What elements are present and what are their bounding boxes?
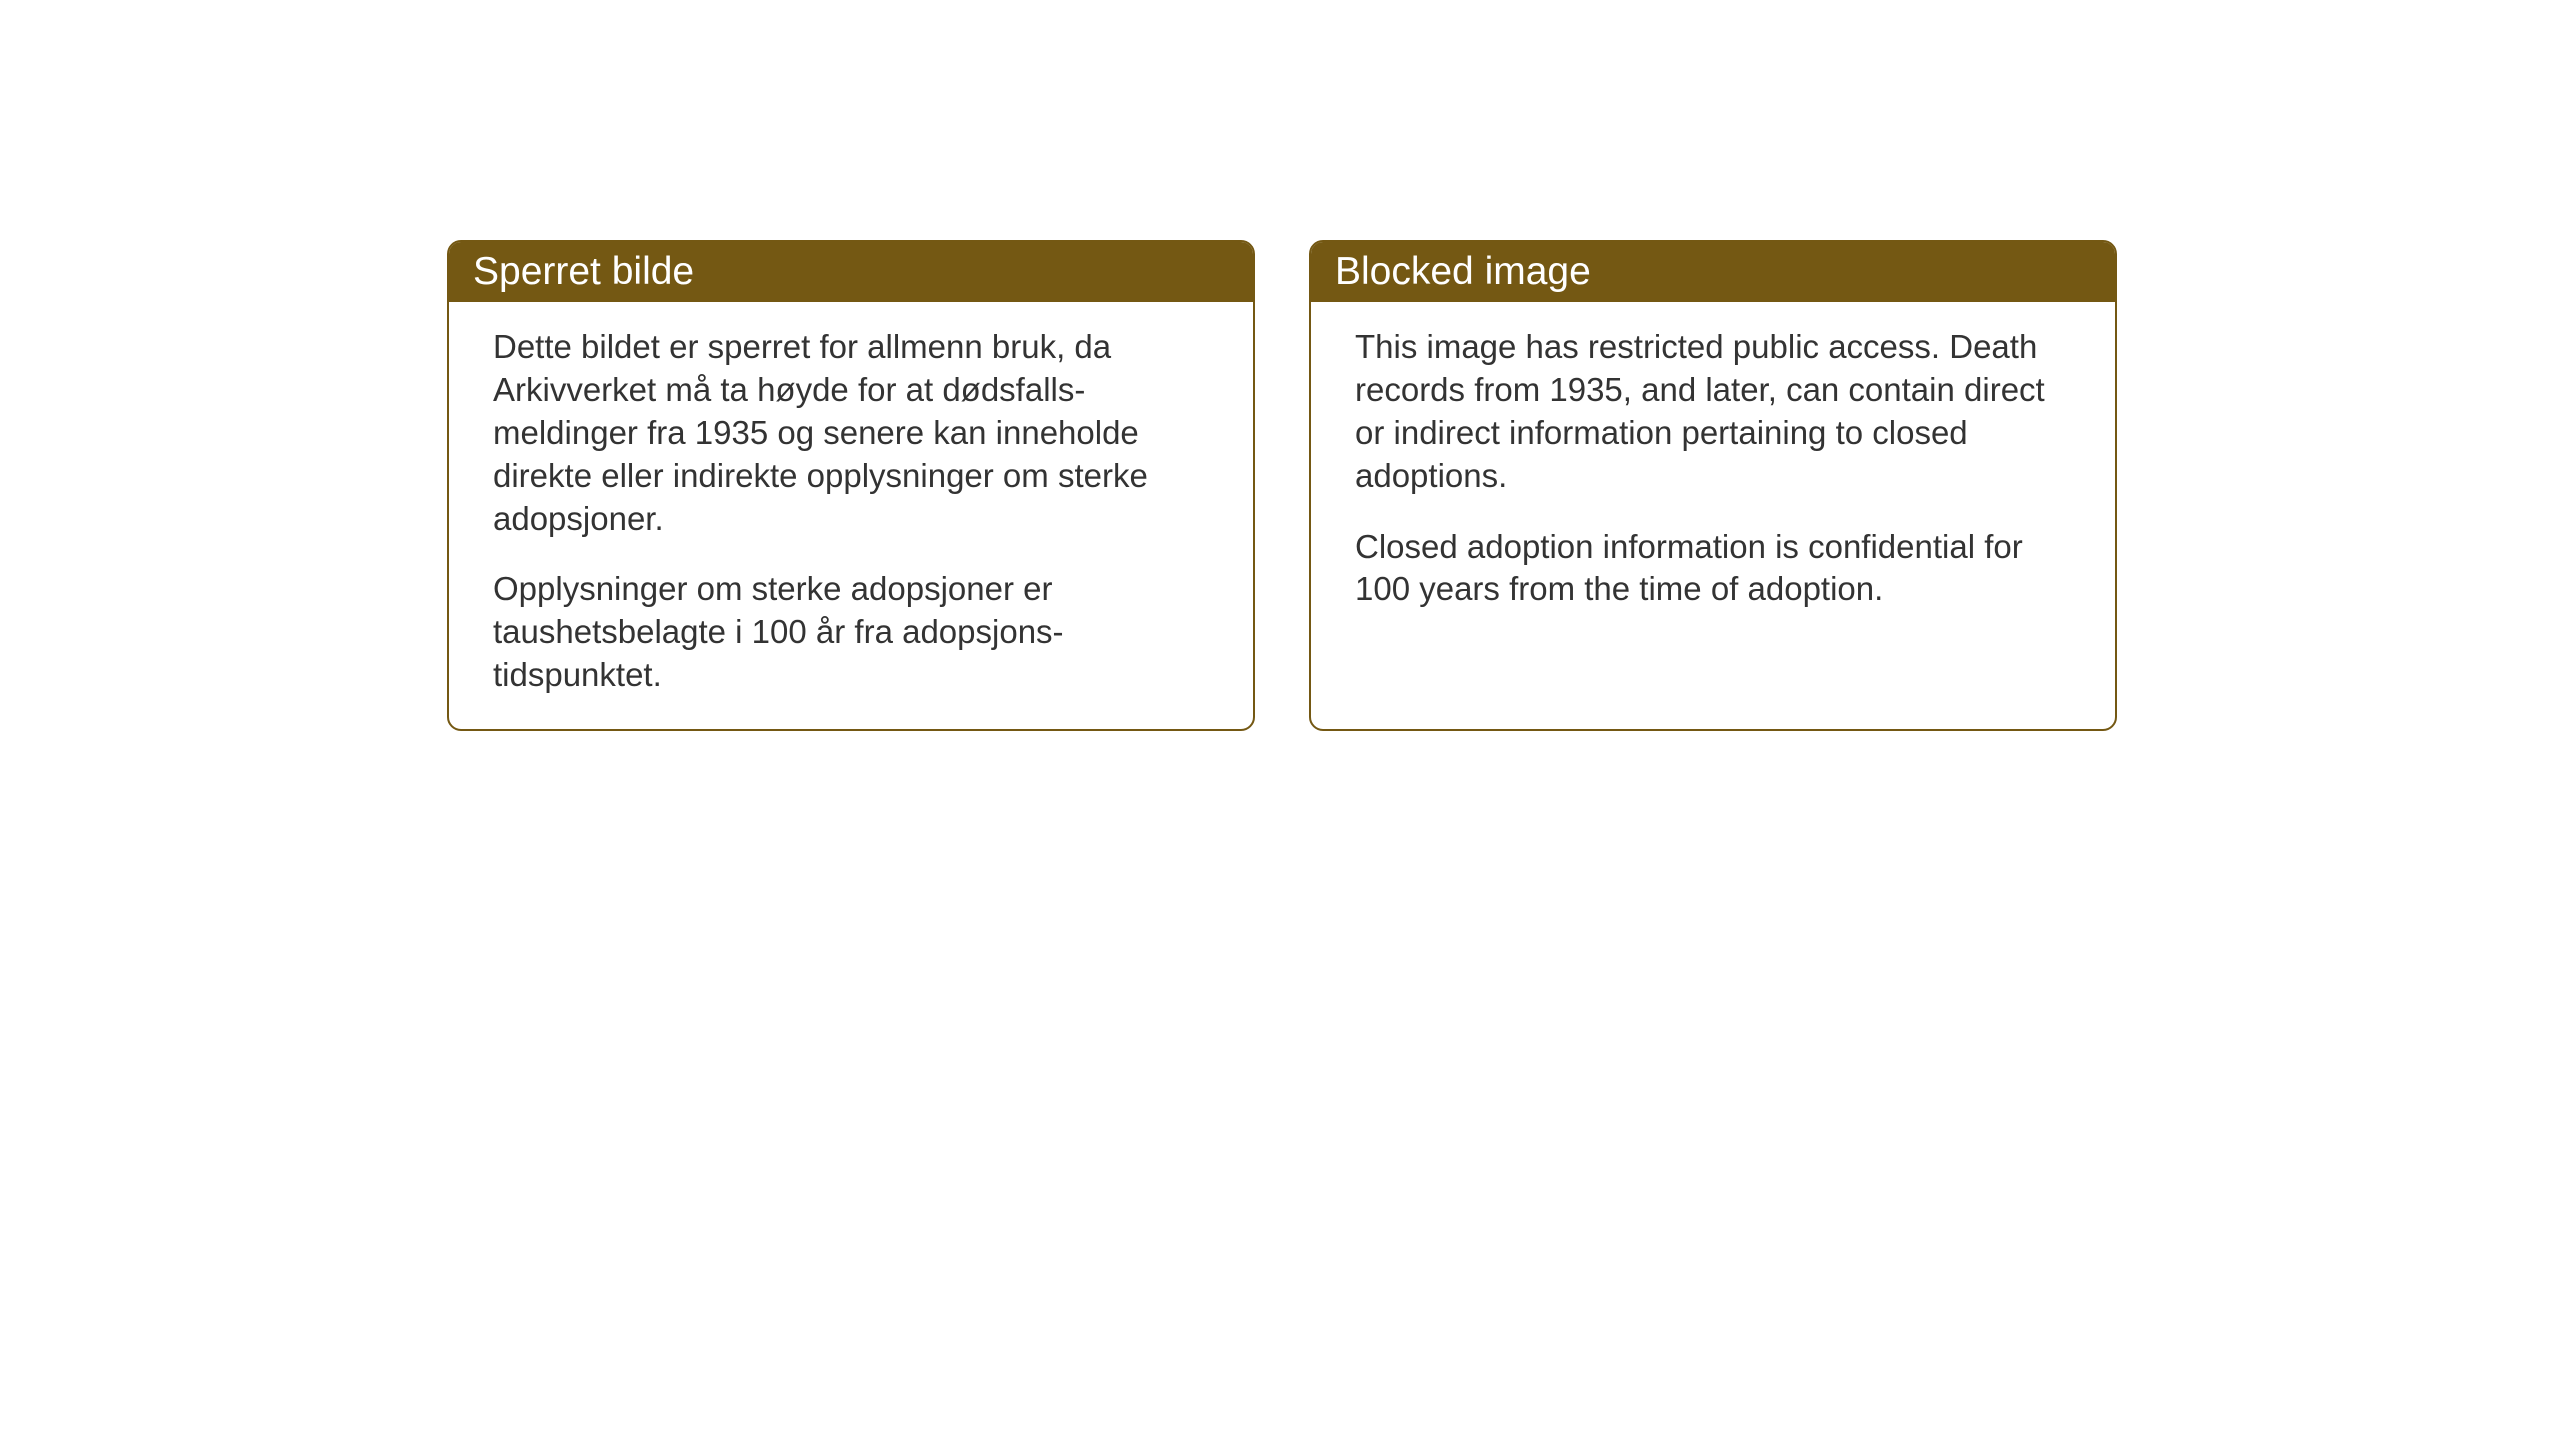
english-card-title: Blocked image [1311,242,2115,302]
english-notice-card: Blocked image This image has restricted … [1309,240,2117,731]
norwegian-card-title: Sperret bilde [449,242,1253,302]
english-card-body: This image has restricted public access.… [1311,302,2115,643]
norwegian-notice-card: Sperret bilde Dette bildet er sperret fo… [447,240,1255,731]
english-paragraph-1: This image has restricted public access.… [1355,326,2071,498]
norwegian-card-body: Dette bildet er sperret for allmenn bruk… [449,302,1253,729]
norwegian-paragraph-2: Opplysninger om sterke adopsjoner er tau… [493,568,1209,697]
notice-container: Sperret bilde Dette bildet er sperret fo… [447,240,2117,731]
norwegian-paragraph-1: Dette bildet er sperret for allmenn bruk… [493,326,1209,540]
english-paragraph-2: Closed adoption information is confident… [1355,526,2071,612]
